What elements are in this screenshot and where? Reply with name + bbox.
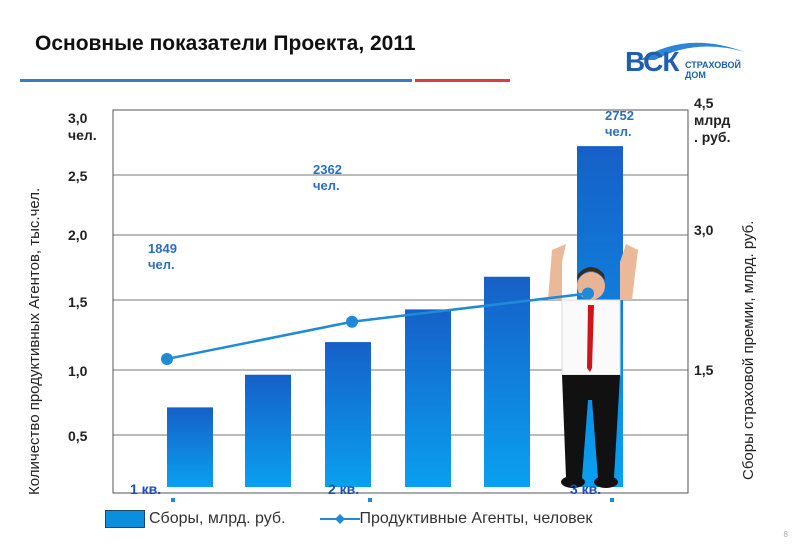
right-tick-label: 1,5 (694, 362, 714, 378)
agents-point (582, 287, 594, 300)
left-axis-title: Количество продуктивных Агентов, тыс.чел… (26, 187, 43, 495)
left-tick-label: 1,0 (68, 363, 88, 379)
x-axis-label: 2 кв. (328, 481, 360, 497)
point-label: 2362 чел. (313, 162, 342, 193)
legend: Сборы, млрд. руб. Продуктивные Агенты, ч… (105, 510, 592, 528)
legend-line-marker-icon (319, 514, 360, 524)
right-tick-label: 4,5 млрд . руб. (694, 95, 731, 145)
page-title: Основные показатели Проекта, 2011 (35, 32, 416, 55)
left-tick-label: 0,5 (68, 428, 88, 444)
title-rule-blue (20, 79, 412, 82)
left-tick-label: 3,0 чел. (68, 110, 97, 143)
legend-bar-label: Сборы, млрд. руб. (149, 510, 286, 527)
title-rule-red (415, 79, 510, 82)
bar (167, 407, 213, 487)
x-tick-mark (368, 498, 372, 502)
bar (325, 342, 371, 487)
bar (484, 276, 530, 487)
agents-point (161, 352, 173, 365)
agents-point (346, 315, 358, 328)
plot-frame (112, 109, 689, 494)
x-tick-mark (610, 498, 614, 502)
x-tick-mark (171, 498, 175, 502)
roof-logo-icon (640, 42, 745, 60)
legend-line-label: Продуктивные Агенты, человек (359, 510, 593, 527)
left-tick-label: 2,0 (68, 227, 88, 243)
bar (405, 309, 451, 487)
left-tick-label: 2,5 (68, 168, 88, 184)
page-number: 8 (783, 530, 788, 539)
right-axis-title: Сборы страховой премии, млрд. руб. (740, 220, 757, 480)
bar (245, 374, 291, 487)
point-label: 2752 чел. (605, 108, 634, 139)
legend-bar-swatch (105, 510, 145, 528)
left-tick-label: 1,5 (68, 294, 88, 310)
logo-sub: СТРАХОВОЙ ДОМ (685, 60, 741, 80)
x-axis-label: 1 кв. (130, 481, 162, 497)
logo-main: ВСК (625, 46, 679, 77)
vsk-logo: ВСК СТРАХОВОЙ ДОМ (625, 38, 745, 80)
x-axis-label: 3 кв. (570, 481, 602, 497)
right-tick-label: 3,0 (694, 222, 714, 238)
point-label: 1849 чел. (148, 241, 177, 272)
